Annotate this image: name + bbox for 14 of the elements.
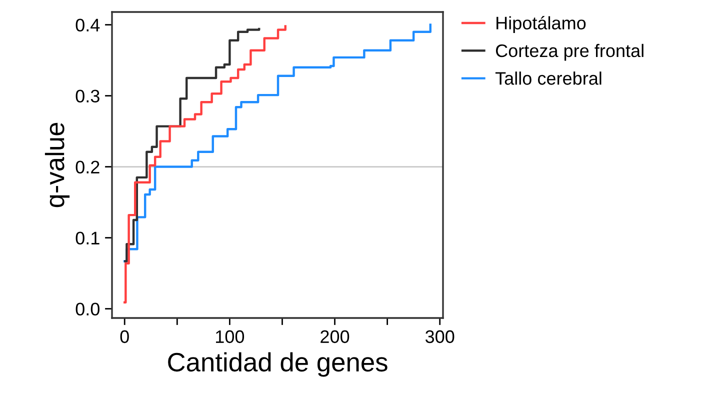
x-tick-label: 0 <box>120 330 129 344</box>
legend-label: Corteza pre frontal <box>496 44 644 61</box>
legend-label: Tallo cerebral <box>495 72 602 85</box>
x-tick-label: 300 <box>425 330 454 344</box>
y-tick-label: 0.0 <box>76 302 100 316</box>
y-axis-title: q-value <box>44 122 70 208</box>
y-tick-label: 0.3 <box>76 90 100 102</box>
x-tick-label: 200 <box>320 330 350 344</box>
x-axis-title: Cantidad de genes <box>168 352 388 377</box>
y-tick-label: 0.4 <box>76 18 100 32</box>
x-tick-label: 100 <box>216 330 244 344</box>
legend-label: Hipotálamo <box>496 16 586 34</box>
y-tick-label: 0.1 <box>76 232 100 244</box>
y-tick-label: 0.2 <box>76 160 100 174</box>
